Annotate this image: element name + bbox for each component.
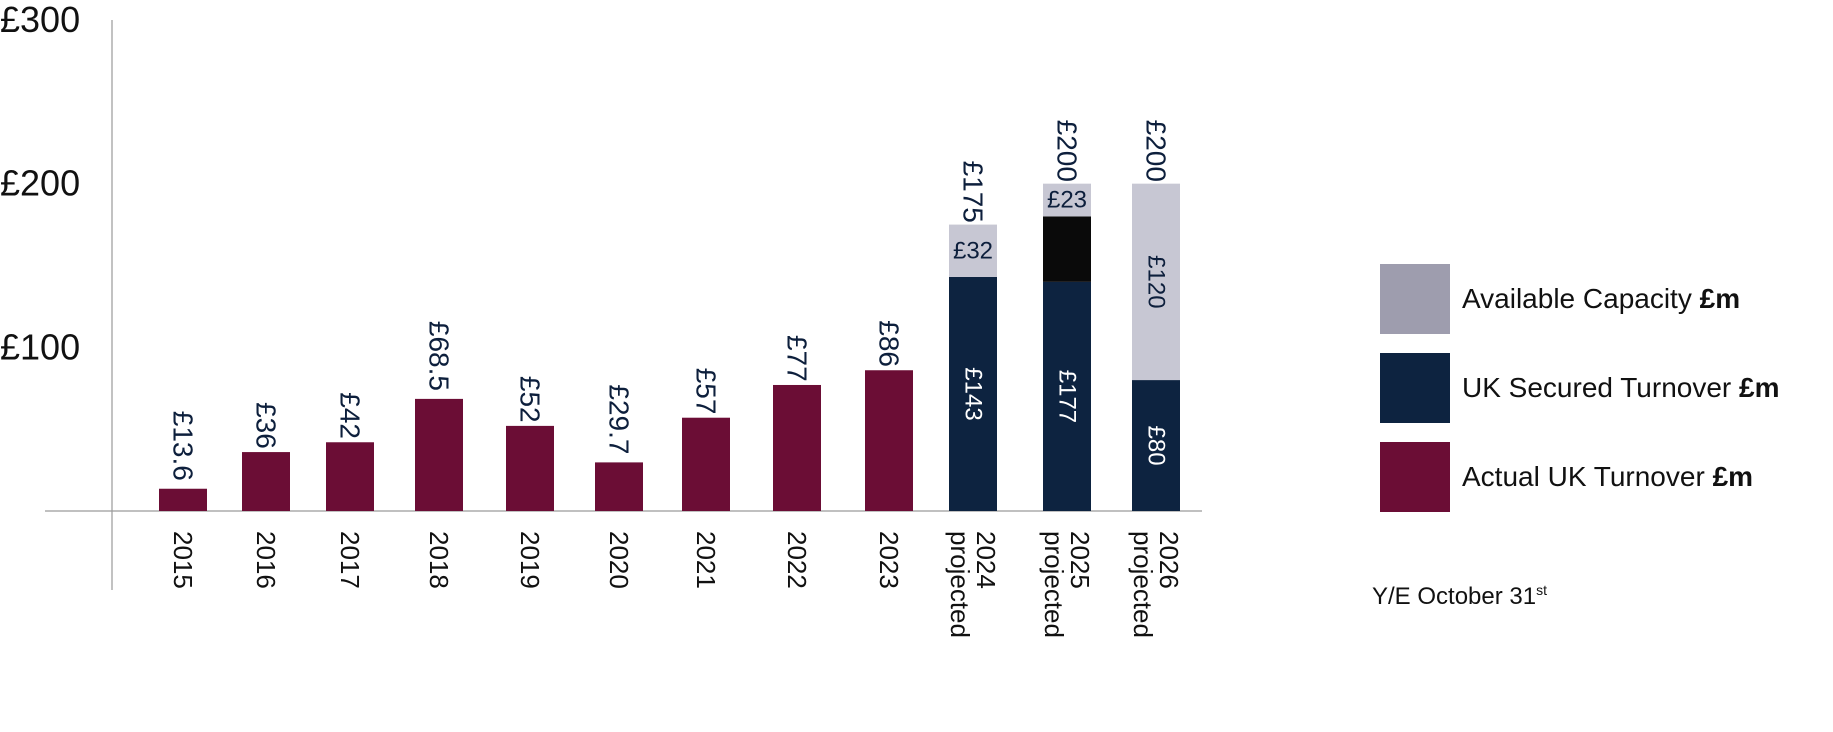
legend-unit-available-capacity: £m bbox=[1699, 283, 1741, 314]
x-tick-label-2024-projected: 2024projected bbox=[945, 531, 1001, 638]
x-tick-label-part: 2022 bbox=[782, 531, 812, 589]
legend-swatch-uk-secured-turnover bbox=[1380, 353, 1450, 423]
bar-value-label-2022: £77 bbox=[782, 335, 813, 382]
bar-actual-uk-turnover-2021 bbox=[682, 417, 730, 511]
bar-available-capacity-2025-projected bbox=[1043, 183, 1091, 217]
bar-uk-secured-turnover-2024-projected bbox=[949, 276, 997, 511]
x-tick-label-2025-projected: 2025projected bbox=[1039, 531, 1095, 638]
bar-value-label-2026-projected: £200 bbox=[1141, 120, 1172, 182]
legend-unit-actual-uk-turnover: £m bbox=[1712, 461, 1754, 492]
bar-actual-uk-turnover-2019 bbox=[506, 425, 554, 511]
legend-item-available-capacity: Available Capacity £m bbox=[1380, 264, 1780, 334]
legend: Available Capacity £m UK Secured Turnove… bbox=[1380, 264, 1780, 531]
bar-actual-uk-turnover-2022 bbox=[773, 384, 821, 511]
x-tick-label-2019: 2019 bbox=[515, 531, 545, 589]
bar-value-label-2024-projected: £175 bbox=[958, 161, 989, 223]
bar-actual-uk-turnover-2018 bbox=[415, 398, 463, 511]
year-end-note-sup: st bbox=[1536, 582, 1547, 598]
x-tick-label-part: projected bbox=[1039, 531, 1069, 638]
legend-swatch-actual-uk-turnover bbox=[1380, 442, 1450, 512]
bar-value-label-2020: £29.7 bbox=[604, 384, 635, 454]
y-tick-label-100: £100 bbox=[0, 326, 80, 367]
x-tick-label-2016: 2016 bbox=[251, 531, 281, 589]
y-tick-label-300: £300 bbox=[0, 0, 80, 40]
legend-unit-uk-secured-turnover: £m bbox=[1739, 372, 1780, 403]
segment-label-uk-secured-turnover-2025-projected: £177 bbox=[1054, 370, 1081, 423]
x-tick-label-part: 2025 bbox=[1065, 531, 1095, 589]
turnover-chart: £100 £200 £300 £13.6 2015 £36 2016 £42 2017 £68.5… bbox=[0, 0, 1202, 638]
bar-value-label-2021: £57 bbox=[691, 368, 722, 415]
x-tick-label-2023: 2023 bbox=[874, 531, 904, 589]
bar-black-segment-2025-projected bbox=[1043, 216, 1091, 282]
segment-label-available-capacity-2026-projected: £120 bbox=[1143, 255, 1170, 308]
segment-label-available-capacity-2025-projected: £23 bbox=[1047, 187, 1087, 214]
legend-item-uk-secured-turnover: UK Secured Turnover £m bbox=[1380, 353, 1780, 423]
x-tick-label-2017: 2017 bbox=[335, 531, 365, 589]
x-tick-label-2021: 2021 bbox=[691, 531, 721, 589]
x-tick-label-2015: 2015 bbox=[168, 531, 198, 589]
x-tick-label-2026-projected: 2026projected bbox=[1128, 531, 1184, 638]
bar-value-label-2019: £52 bbox=[515, 376, 546, 423]
x-tick-label-part: projected bbox=[945, 531, 975, 638]
year-end-note-text: Y/E October 31 bbox=[1372, 583, 1537, 610]
y-tick-label-200: £200 bbox=[0, 163, 80, 204]
x-tick-label-part: 2024 bbox=[971, 531, 1001, 589]
bar-value-label-2015: £13.6 bbox=[168, 411, 199, 481]
segment-label-uk-secured-turnover-2024-projected: £143 bbox=[960, 367, 987, 420]
x-tick-label-part: 2015 bbox=[168, 531, 198, 589]
x-tick-label-part: 2016 bbox=[251, 531, 281, 589]
x-tick-label-part: 2023 bbox=[874, 531, 904, 589]
legend-swatch-available-capacity bbox=[1380, 264, 1450, 334]
segment-label-available-capacity-2024-projected: £32 bbox=[953, 237, 993, 264]
legend-label-actual-uk-turnover: Actual UK Turnover bbox=[1462, 461, 1705, 492]
legend-item-actual-uk-turnover: Actual UK Turnover £m bbox=[1380, 442, 1780, 512]
bar-value-label-2018: £68.5 bbox=[424, 321, 455, 391]
bar-available-capacity-2026-projected bbox=[1132, 183, 1180, 381]
x-tick-label-part: 2017 bbox=[335, 531, 365, 589]
x-tick-label-2022: 2022 bbox=[782, 531, 812, 589]
x-tick-label-2018: 2018 bbox=[424, 531, 454, 589]
year-end-note: Y/E October 31st bbox=[1372, 582, 1547, 611]
bar-value-label-2017: £42 bbox=[335, 392, 366, 439]
bar-uk-secured-turnover-2026-projected bbox=[1132, 380, 1180, 511]
bar-value-label-2025-projected: £200 bbox=[1052, 120, 1083, 182]
bar-actual-uk-turnover-2017 bbox=[326, 442, 374, 511]
x-tick-label-part: 2019 bbox=[515, 531, 545, 589]
bar-value-label-2023: £86 bbox=[874, 320, 905, 367]
bar-actual-uk-turnover-2015 bbox=[159, 488, 207, 511]
x-tick-label-part: 2021 bbox=[691, 531, 721, 589]
x-tick-label-part: projected bbox=[1128, 531, 1158, 638]
bar-actual-uk-turnover-2016 bbox=[242, 452, 290, 511]
x-tick-label-part: 2026 bbox=[1154, 531, 1184, 589]
legend-label-uk-secured-turnover: UK Secured Turnover bbox=[1462, 372, 1732, 403]
legend-label-available-capacity: Available Capacity bbox=[1462, 283, 1692, 314]
segment-label-uk-secured-turnover-2026-projected: £80 bbox=[1143, 426, 1170, 466]
x-tick-label-2020: 2020 bbox=[604, 531, 634, 589]
x-tick-label-part: 2020 bbox=[604, 531, 634, 589]
bar-uk-secured-turnover-2025-projected bbox=[1043, 281, 1091, 511]
bar-value-label-2016: £36 bbox=[251, 402, 282, 449]
x-tick-label-part: 2018 bbox=[424, 531, 454, 589]
bar-actual-uk-turnover-2020 bbox=[595, 462, 643, 511]
bar-actual-uk-turnover-2023 bbox=[865, 370, 913, 511]
bar-available-capacity-2024-projected bbox=[949, 224, 997, 277]
